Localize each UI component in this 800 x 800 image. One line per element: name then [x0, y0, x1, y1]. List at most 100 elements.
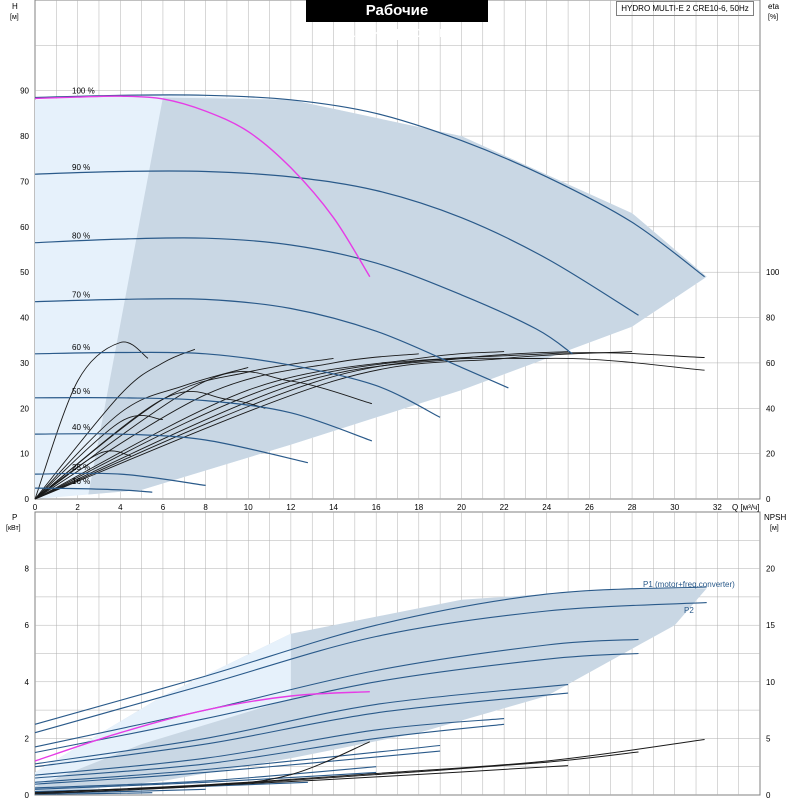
y2-tick-label: 5: [766, 734, 771, 743]
x-tick-label: 10: [244, 503, 253, 512]
power-curve: [34, 723, 505, 779]
head-axes: 0 2 4 6 8 10 12 14 16 18 20 22 24 26 28 30 32 Q [м³/ч]010…: [10, 2, 780, 512]
power-curve: [34, 638, 639, 748]
y2-tick-label: 20: [766, 450, 775, 459]
y-tick-label: 6: [25, 621, 30, 630]
y-tick-label: 70: [20, 177, 29, 186]
y-tick-label: 90: [20, 87, 29, 96]
y2-tick-label: 15: [766, 621, 775, 630]
p1-series-label: P1 (motor+freq.converter): [643, 580, 735, 589]
y2-tick-label: 0: [766, 495, 771, 504]
speed-curve-label: 40 %: [72, 423, 90, 432]
x-tick-label: 12: [286, 503, 295, 512]
y2-tick-label: 0: [766, 791, 771, 800]
npsh-curve: [34, 741, 370, 795]
system-curve: [34, 341, 149, 500]
y-tick-label: 40: [20, 314, 29, 323]
power-axes: 0 2 4 6 8 P [кВт] 0 5 10 15 20 NPSH [м]: [6, 513, 786, 800]
speed-curve-label: 16 %: [72, 477, 90, 486]
x-tick-label: 0: [33, 503, 38, 512]
speed-curve-label: 70 %: [72, 291, 90, 300]
y2-axis-label: eta: [768, 2, 780, 11]
y2-tick-label: 100: [766, 268, 780, 277]
system-curve: [34, 351, 569, 500]
y-tick-label: 30: [20, 359, 29, 368]
y-axis-label: P: [12, 513, 17, 522]
x-tick-label: 32: [713, 503, 722, 512]
power-curve: [34, 766, 377, 789]
power-envelope-light: [35, 633, 291, 787]
y-tick-label: 8: [25, 565, 30, 574]
speed-curve-label: 25 %: [72, 463, 90, 472]
x-tick-label: 24: [542, 503, 551, 512]
system-curve: [34, 391, 266, 500]
x-tick-label: 18: [414, 503, 423, 512]
x-axis-label: Q [м³/ч]: [732, 503, 759, 512]
p2-series-label: P2: [684, 606, 694, 615]
speed-curve-label: 80 %: [72, 232, 90, 241]
duty-power-curve: [34, 691, 370, 762]
duty-curve: [34, 95, 371, 278]
y2-axis-unit: [м]: [770, 525, 779, 532]
power-curve: [34, 771, 377, 790]
y-tick-label: 0: [25, 791, 30, 800]
system-curve: [34, 366, 249, 500]
x-tick-label: 16: [372, 503, 381, 512]
y-axis-unit: [кВт]: [6, 525, 21, 532]
x-tick-label: 8: [203, 503, 208, 512]
speed-curve: [34, 433, 309, 464]
power-curve: [34, 692, 569, 768]
speed-curves: 100 % 90 % 80 % 70 % 60 % 50 % 40 % 25 % 16 %: [34, 87, 705, 493]
x-tick-label: 28: [628, 503, 637, 512]
system-curve: [34, 357, 705, 500]
system-curve: [34, 351, 505, 500]
power-curve: [34, 744, 441, 783]
npsh-curve: [34, 765, 569, 794]
head-panel: 100 %90 %80 %70 %60 %50 %40 %25 %16 %0 2 4…: [10, 0, 780, 512]
x-tick-label: 6: [161, 503, 166, 512]
speed-curve: [34, 472, 206, 486]
system-curve: [34, 353, 419, 500]
y2-tick-label: 10: [766, 678, 775, 687]
speed-curve-label: 60 %: [72, 343, 90, 352]
x-tick-label: 26: [585, 503, 594, 512]
power-curves: [34, 586, 707, 795]
y-tick-label: 2: [25, 734, 30, 743]
system-curves: [34, 341, 705, 500]
y-tick-label: 4: [25, 678, 30, 687]
speed-curve-label: 90 %: [72, 163, 90, 172]
power-curve: [34, 602, 707, 734]
system-curve: [34, 371, 373, 500]
system-curve: [34, 415, 163, 500]
power-curve: [34, 586, 707, 725]
x-tick-label: 14: [329, 503, 338, 512]
system-curve: [34, 352, 705, 500]
x-tick-label: 2: [75, 503, 80, 512]
y2-axis-label: NPSH: [764, 513, 786, 522]
npsh-curves: [34, 739, 705, 795]
head-envelope: [88, 97, 707, 495]
power-curve: [34, 684, 569, 765]
speed-curve: [34, 237, 573, 355]
power-panel: P1 (motor+freq.converter) P2 0 2 4 6 8 P [кВт] 0 5…: [6, 511, 786, 800]
y2-tick-label: 60: [766, 359, 775, 368]
speed-curve: [34, 487, 153, 493]
y-axis-label: H: [12, 2, 18, 11]
y2-tick-label: 40: [766, 404, 775, 413]
power-curve: [34, 792, 153, 795]
speed-curve-label: 50 %: [72, 387, 90, 396]
x-tick-label: 20: [457, 503, 466, 512]
y2-axis-unit: [%]: [768, 14, 778, 21]
y-axis-unit: [м]: [10, 14, 19, 21]
speed-curve: [34, 397, 373, 442]
system-curve: [34, 351, 633, 500]
speed-curve: [34, 298, 509, 389]
speed-curve: [34, 351, 441, 418]
y-tick-label: 80: [20, 132, 29, 141]
x-tick-label: 22: [500, 503, 509, 512]
x-tick-label: 4: [118, 503, 123, 512]
power-curve: [34, 652, 639, 754]
system-curve: [34, 348, 196, 500]
y-tick-label: 50: [20, 268, 29, 277]
